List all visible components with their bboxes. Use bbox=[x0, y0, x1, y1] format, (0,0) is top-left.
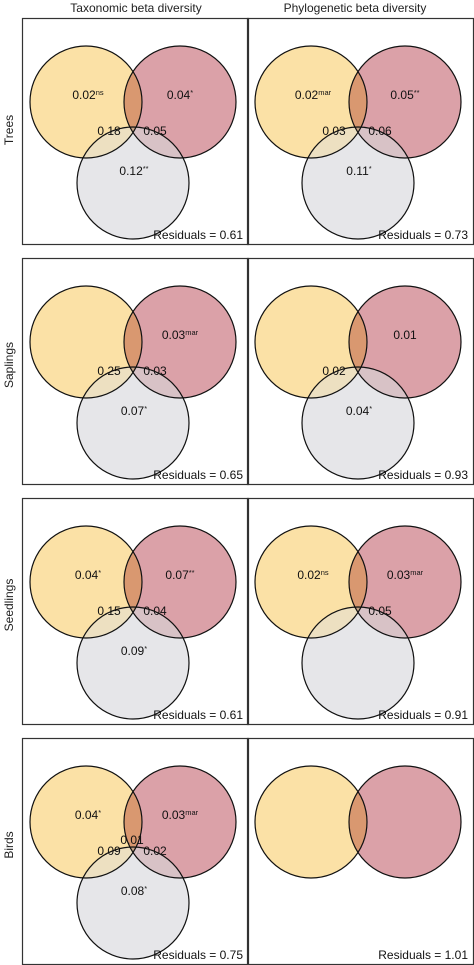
value-ac: 0.25 bbox=[97, 364, 121, 378]
venn-panel-trees-taxonomic: 0.02ns 0.04*0.18 0.050.12**Residuals = 0.6… bbox=[21, 17, 250, 246]
value-a: 0.04* bbox=[75, 568, 101, 582]
row-title-trees: Trees bbox=[2, 115, 16, 145]
value-b: 0.04* bbox=[167, 88, 193, 102]
circle-outline-c bbox=[301, 606, 415, 720]
circle-outline-a bbox=[29, 765, 143, 879]
value-b: 0.07** bbox=[165, 568, 194, 582]
circle-outline-c bbox=[76, 846, 190, 960]
row-title-birds: Birds bbox=[2, 831, 16, 858]
venn-panel-birds-phylogenetic: Residuals = 1.01 bbox=[246, 737, 474, 965]
column-title-phylogenetic: Phylogenetic beta diversity bbox=[284, 1, 427, 15]
row-title-seedlings: Seedlings bbox=[2, 579, 16, 632]
venn-panel-saplings-phylogenetic: 0.01 0.02 0.04* Residuals = 0.93 bbox=[246, 257, 474, 486]
value-bc: 0.05 bbox=[368, 604, 392, 618]
value-c: 0.12** bbox=[119, 164, 148, 178]
residuals-label: Residuals = 0.75 bbox=[153, 948, 243, 962]
circle-outline-c bbox=[76, 126, 190, 240]
circle-outline-c bbox=[301, 126, 415, 240]
circle-outline-a bbox=[254, 525, 368, 639]
residuals-label: Residuals = 1.01 bbox=[378, 948, 468, 962]
circle-outline-b bbox=[123, 285, 237, 399]
row-title-saplings: Saplings bbox=[2, 342, 16, 388]
circle-outline-b bbox=[348, 45, 462, 159]
value-bc: 0.02 bbox=[143, 844, 167, 858]
residuals-label: Residuals = 0.65 bbox=[153, 468, 243, 482]
value-ac: 0.03 bbox=[322, 124, 346, 138]
value-c: 0.04* bbox=[346, 404, 372, 418]
value-b: 0.01 bbox=[393, 328, 417, 342]
circle-outline-a bbox=[29, 525, 143, 639]
circle-outline-b bbox=[348, 525, 462, 639]
value-c: 0.11* bbox=[346, 164, 371, 178]
circle-outline-a bbox=[254, 45, 368, 159]
circle-outline-b bbox=[123, 525, 237, 639]
column-title-taxonomic: Taxonomic beta diversity bbox=[70, 1, 201, 15]
venn-panel-seedlings-taxonomic: 0.04* 0.07** 0.15 0.04 0.09* Residuals = 0.61 bbox=[21, 497, 250, 726]
value-abc: 0.01 bbox=[120, 833, 144, 847]
circle-outline-a bbox=[254, 285, 368, 399]
value-a: 0.04* bbox=[75, 808, 101, 822]
panel-frame bbox=[21, 17, 250, 246]
residuals-label: Residuals = 0.61 bbox=[153, 228, 243, 242]
circle-outline-b bbox=[123, 765, 237, 879]
residuals-label: Residuals = 0.93 bbox=[378, 468, 468, 482]
circle-outline-c bbox=[301, 366, 415, 480]
circle-outline-b bbox=[123, 45, 237, 159]
circle-outline-a bbox=[29, 45, 143, 159]
panel-frame bbox=[21, 257, 250, 486]
circle-outline-c bbox=[76, 606, 190, 720]
circle-outline-a bbox=[29, 285, 143, 399]
panel-frame bbox=[21, 497, 250, 726]
venn-panel-trees-phylogenetic: 0.02mar 0.05**0.03 0.060.11*Residuals = 0.… bbox=[246, 17, 474, 246]
residuals-label: Residuals = 0.91 bbox=[378, 708, 468, 722]
circle-outline-b bbox=[348, 285, 462, 399]
residuals-label: Residuals = 0.73 bbox=[378, 228, 468, 242]
value-bc: 0.04 bbox=[143, 604, 167, 618]
value-ac: 0.18 bbox=[97, 124, 121, 138]
value-ac: 0.09 bbox=[97, 844, 121, 858]
value-b: 0.05** bbox=[390, 88, 419, 102]
value-c: 0.09* bbox=[121, 644, 147, 658]
value-ac: 0.02 bbox=[322, 364, 346, 378]
circle-outline-c bbox=[76, 366, 190, 480]
value-bc: 0.06 bbox=[368, 124, 392, 138]
circle-fill-a bbox=[255, 766, 367, 878]
value-ac: 0.15 bbox=[97, 604, 121, 618]
circle-outline-b bbox=[348, 765, 462, 879]
residuals-label: Residuals = 0.61 bbox=[153, 708, 243, 722]
circle-fill-b bbox=[349, 766, 461, 878]
value-bc: 0.05 bbox=[143, 124, 167, 138]
value-bc: 0.03 bbox=[143, 364, 167, 378]
venn-panels: 0.02ns 0.04*0.18 0.050.12**Residuals = 0.6… bbox=[21, 17, 474, 965]
circle-outline-a bbox=[254, 765, 368, 879]
value-c: 0.07* bbox=[121, 404, 147, 418]
value-c: 0.08* bbox=[121, 884, 147, 898]
